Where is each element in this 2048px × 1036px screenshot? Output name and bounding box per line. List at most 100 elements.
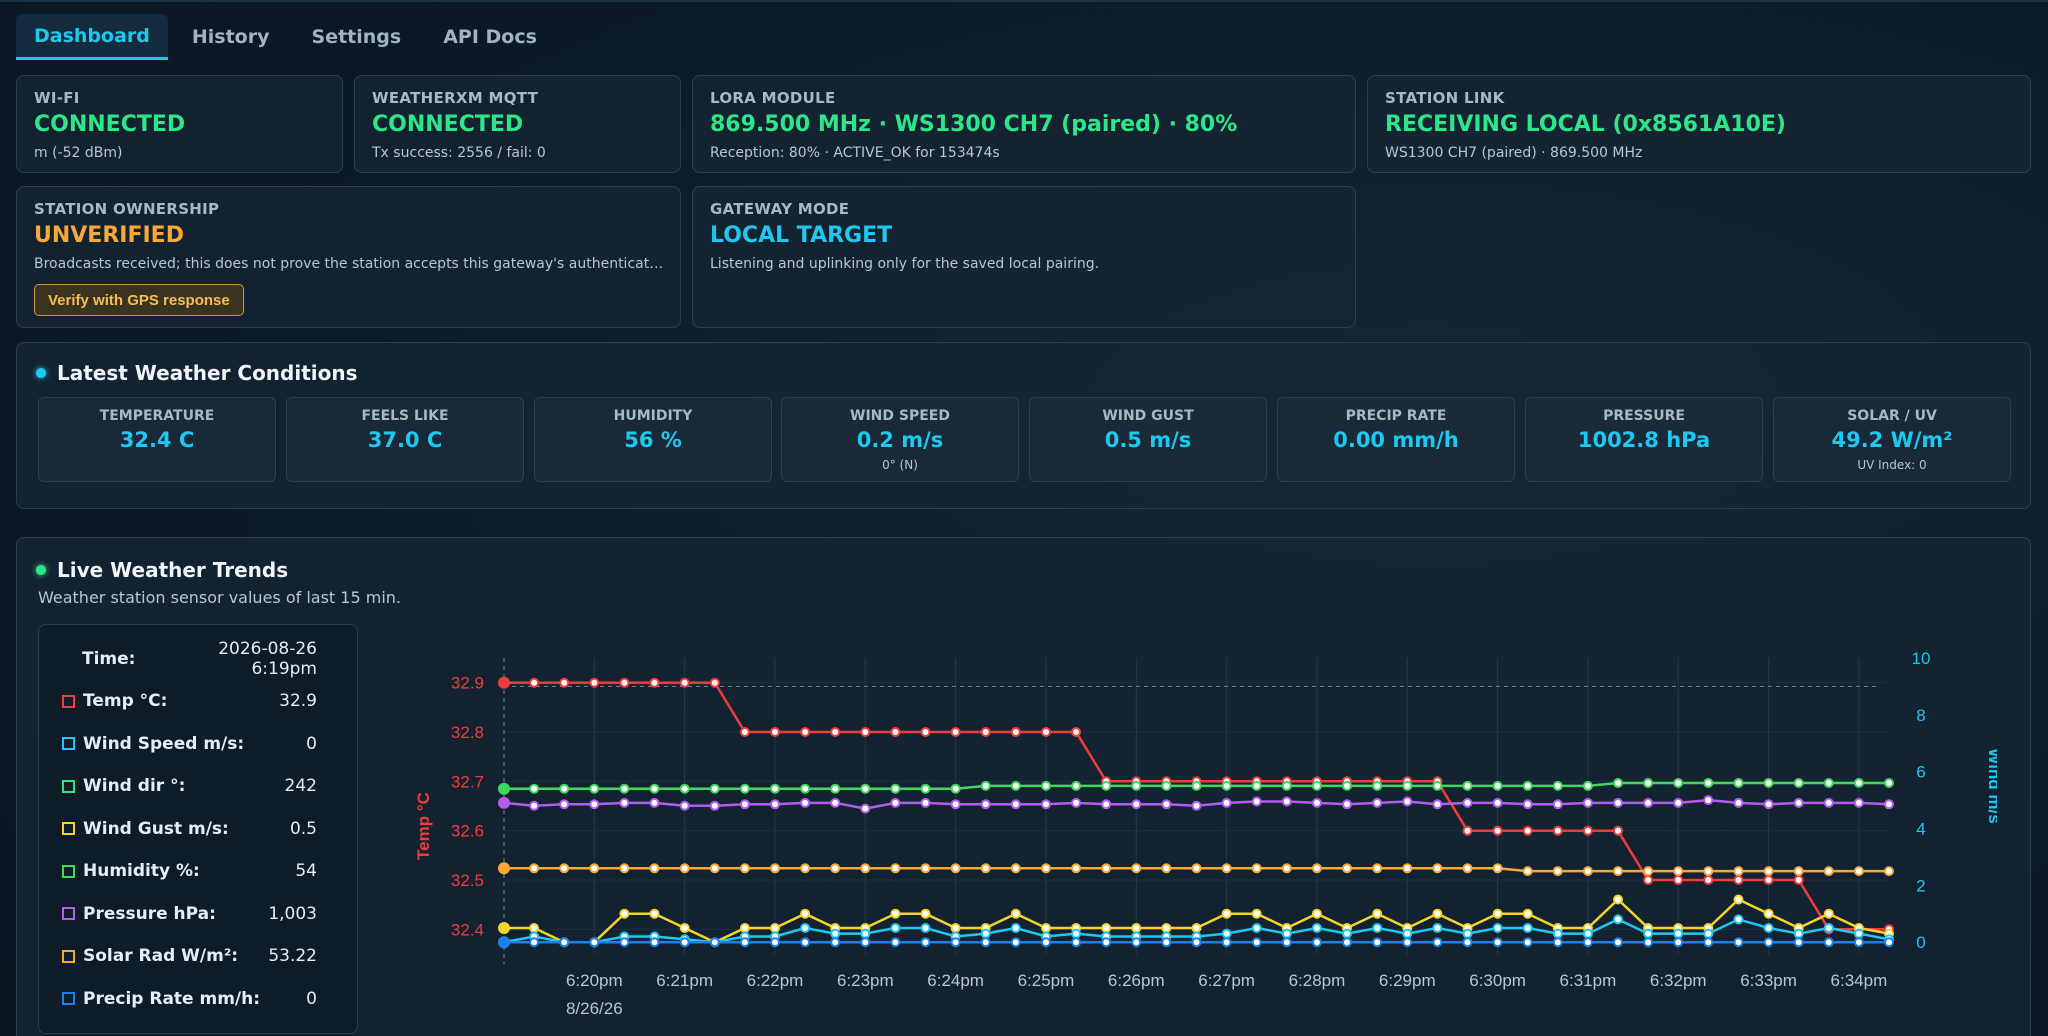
verify-gps-button[interactable]: Verify with GPS response bbox=[34, 284, 244, 316]
data-point bbox=[1552, 866, 1563, 877]
data-point bbox=[1643, 797, 1654, 808]
tab-dashboard[interactable]: Dashboard bbox=[16, 14, 168, 60]
data-point bbox=[1342, 780, 1352, 791]
data-point bbox=[1372, 937, 1383, 948]
data-point bbox=[1853, 778, 1864, 788]
data-point bbox=[589, 799, 600, 810]
data-point bbox=[1733, 875, 1744, 885]
x-tick-label: 6:23pm bbox=[837, 971, 894, 990]
data-point bbox=[1522, 780, 1533, 791]
live-trends-heading: Live Weather Trends bbox=[36, 558, 288, 582]
data-point bbox=[1342, 863, 1352, 874]
data-point bbox=[770, 937, 780, 948]
data-point bbox=[1582, 866, 1593, 877]
lora-label: LORA MODULE bbox=[710, 89, 836, 107]
tile-value: 32.4 C bbox=[119, 428, 195, 452]
data-point bbox=[1643, 937, 1654, 948]
tab-api-docs[interactable]: API Docs bbox=[443, 26, 537, 48]
data-point bbox=[1071, 797, 1082, 808]
x-tick-label: 6:27pm bbox=[1198, 971, 1255, 990]
data-point bbox=[1853, 797, 1864, 808]
ownership-label: STATION OWNERSHIP bbox=[34, 200, 220, 218]
data-point bbox=[920, 937, 931, 948]
hover-point bbox=[498, 862, 510, 875]
data-point bbox=[1793, 797, 1804, 808]
data-point bbox=[920, 908, 931, 919]
data-point bbox=[950, 727, 961, 737]
data-point bbox=[1221, 780, 1232, 791]
tile-value: 56 % bbox=[624, 428, 682, 452]
x-date-label: 8/26/26 bbox=[566, 999, 623, 1018]
data-point bbox=[830, 928, 841, 939]
tile-label: PRESSURE bbox=[1603, 408, 1685, 424]
data-point bbox=[1884, 778, 1894, 788]
data-point bbox=[1010, 863, 1021, 874]
data-point bbox=[1673, 928, 1684, 939]
data-point bbox=[1462, 780, 1473, 791]
data-point bbox=[1643, 875, 1654, 885]
data-point bbox=[559, 799, 570, 810]
data-point bbox=[1402, 863, 1413, 874]
data-point bbox=[1462, 797, 1473, 808]
data-point bbox=[950, 937, 961, 948]
mqtt-card: WEATHERXM MQTT CONNECTED Tx success: 255… bbox=[354, 75, 681, 173]
data-point bbox=[770, 783, 780, 794]
data-point bbox=[1522, 799, 1533, 810]
legend-item-label: Solar Rad W/m²: bbox=[83, 946, 239, 966]
x-tick-label: 6:31pm bbox=[1560, 971, 1617, 990]
humidity-tile: HUMIDITY 56 % bbox=[534, 397, 772, 482]
x-tick-label: 6:30pm bbox=[1469, 971, 1526, 990]
data-point bbox=[1402, 937, 1413, 948]
data-point bbox=[1582, 937, 1593, 948]
data-point bbox=[1191, 780, 1202, 791]
live-trends-title: Live Weather Trends bbox=[57, 558, 289, 582]
tab-history[interactable]: History bbox=[191, 26, 270, 48]
data-point bbox=[529, 800, 540, 811]
data-point bbox=[619, 783, 630, 794]
data-point bbox=[1342, 799, 1352, 810]
data-point bbox=[1793, 928, 1804, 939]
mqtt-status: CONNECTED bbox=[372, 112, 524, 137]
data-point bbox=[1281, 863, 1292, 874]
data-point bbox=[1884, 937, 1894, 948]
data-point bbox=[1763, 866, 1774, 877]
data-point bbox=[1010, 937, 1021, 948]
legend-item-value: 0 bbox=[306, 988, 317, 1009]
legend-item: Wind dir °: 242 bbox=[62, 774, 317, 798]
status-dot-icon bbox=[36, 565, 46, 575]
hover-point bbox=[498, 796, 510, 809]
data-point bbox=[1071, 928, 1082, 939]
data-point bbox=[1251, 908, 1262, 919]
data-point bbox=[1793, 937, 1804, 948]
data-point bbox=[1432, 923, 1443, 933]
data-point bbox=[920, 727, 931, 737]
data-point bbox=[1342, 928, 1352, 939]
hover-point bbox=[498, 782, 510, 795]
data-point bbox=[1251, 796, 1262, 807]
latest-conditions-panel: Latest Weather Conditions TEMPERATURE 32… bbox=[16, 342, 2031, 509]
data-point bbox=[860, 928, 871, 939]
data-point bbox=[679, 923, 690, 933]
data-point bbox=[1763, 923, 1774, 933]
data-point bbox=[529, 863, 540, 874]
data-point bbox=[1733, 937, 1744, 948]
data-point bbox=[559, 937, 570, 948]
data-point bbox=[1221, 908, 1232, 919]
weather-trend-chart[interactable]: 6:20pm 6:21pm 6:22pm 6:23pm 6:24pm 6:25pm 6:26… bbox=[377, 638, 1997, 1036]
x-tick-label: 6:25pm bbox=[1018, 971, 1075, 990]
data-point bbox=[529, 677, 540, 688]
x-tick-label: 6:32pm bbox=[1650, 971, 1707, 990]
x-tick-label: 6:24pm bbox=[927, 971, 984, 990]
data-point bbox=[1613, 937, 1623, 948]
data-point bbox=[1041, 780, 1051, 791]
tab-settings[interactable]: Settings bbox=[311, 26, 402, 48]
data-point bbox=[1582, 825, 1593, 836]
data-point bbox=[890, 727, 901, 737]
data-point bbox=[1221, 797, 1232, 808]
wifi-card: WI-FI CONNECTED m (-52 dBm) bbox=[16, 75, 343, 173]
data-point bbox=[1853, 937, 1864, 948]
data-point bbox=[1402, 780, 1413, 791]
data-point bbox=[1613, 825, 1623, 836]
legend-item: Solar Rad W/m²: 53.22 bbox=[62, 944, 317, 968]
data-point bbox=[679, 677, 690, 688]
